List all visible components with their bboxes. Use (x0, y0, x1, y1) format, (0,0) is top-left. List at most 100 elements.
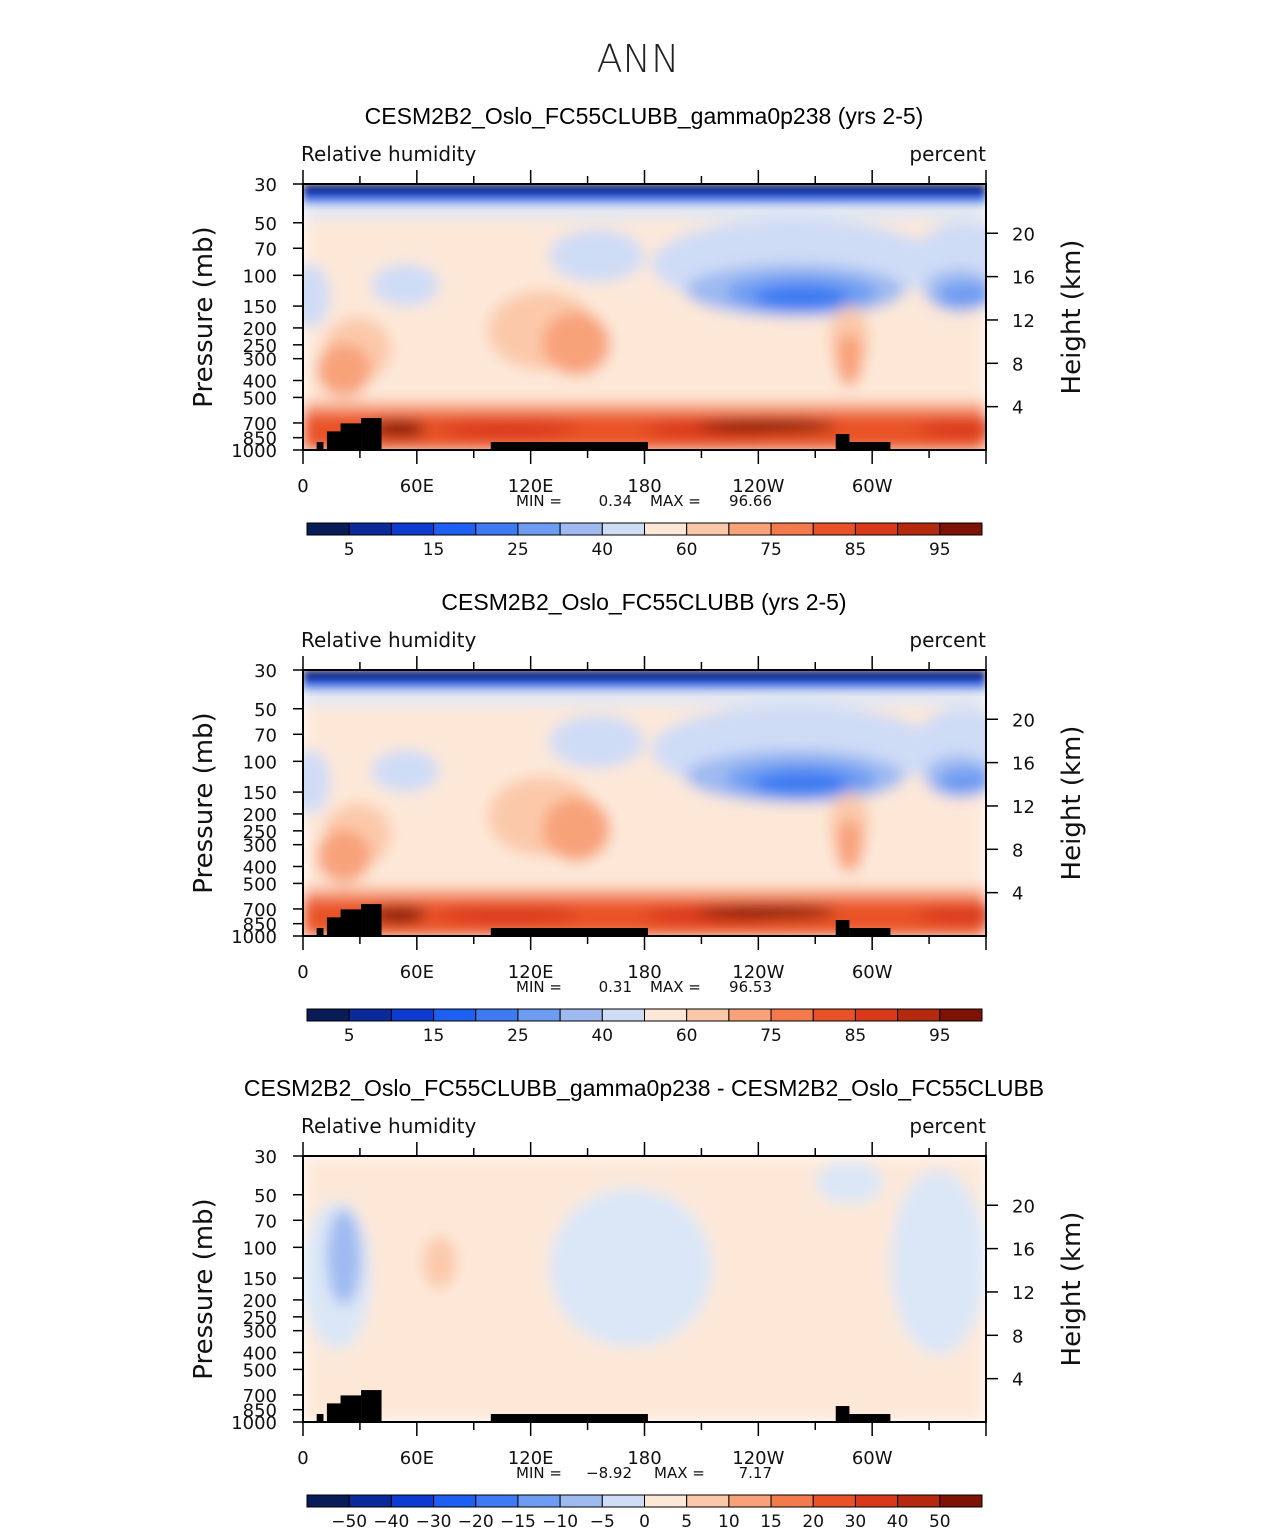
colorbar-label: 5 (344, 540, 355, 560)
pressure-tick-label: 50 (254, 1186, 277, 1207)
panel-3-max-label: MAX = (654, 1464, 705, 1482)
colorbar-box (390, 1494, 435, 1508)
pressure-tick-label: 250 (243, 1308, 277, 1329)
topography-block (340, 423, 362, 450)
colorbar-label: 40 (591, 1026, 613, 1046)
colorbar-label: 60 (676, 540, 698, 560)
pressure-tick-label: 70 (254, 239, 277, 260)
colorbar-box (517, 522, 561, 536)
colorbar-label: 5 (681, 1512, 692, 1531)
pressure-tick-label: 50 (254, 700, 277, 721)
pressure-tick-label: 100 (243, 1238, 277, 1259)
pressure-tick-label: 200 (243, 319, 277, 340)
colorbar-box (559, 522, 603, 536)
colorbar-box (686, 1494, 730, 1508)
pressure-tick-label: 100 (243, 266, 277, 287)
panel-2-variable-label: Relative humidity (301, 628, 476, 652)
panel-1-min-value: 0.34 (599, 492, 632, 510)
pressure-tick-label: 200 (243, 1291, 277, 1312)
colorbar-box (812, 1008, 856, 1022)
colorbar-label: 75 (760, 1026, 782, 1046)
pressure-tick-label: 500 (243, 1360, 277, 1381)
colorbar-box (728, 1008, 772, 1022)
height-tick-label: 8 (1012, 840, 1023, 861)
colorbar-box (559, 1008, 603, 1022)
colorbar-label: −10 (542, 1512, 578, 1531)
lon-tick-label: 60W (852, 1448, 893, 1469)
pressure-tick-label: 70 (254, 725, 277, 746)
colorbar-box (812, 522, 856, 536)
panel-2-max-label: MAX = (650, 978, 701, 996)
height-tick-label: 12 (1012, 311, 1035, 332)
colorbar-label: 5 (344, 1026, 355, 1046)
pressure-tick-label: 1000 (231, 927, 277, 948)
colorbar-label: 50 (929, 1512, 951, 1531)
panel-1-title: CESM2B2_Oslo_FC55CLUBB_gamma0p238 (yrs 2… (365, 103, 924, 129)
panel-2-plot-area (303, 670, 986, 936)
pressure-tick-label: 850 (243, 915, 277, 936)
pressure-tick-label: 700 (243, 900, 277, 921)
pressure-tick-label: 850 (243, 429, 277, 450)
lon-tick-label: 60E (400, 962, 434, 983)
colorbar-label: 15 (760, 1512, 782, 1531)
colorbar-box (517, 1008, 561, 1022)
height-axis-title: Height (km) (1057, 726, 1087, 881)
pressure-tick-label: 400 (243, 371, 277, 392)
colorbar-box (475, 1008, 519, 1022)
colorbar-box (517, 1494, 561, 1508)
pressure-tick-label: 700 (243, 414, 277, 435)
lon-tick-label: 60W (852, 476, 893, 497)
colorbar-box (306, 1494, 350, 1508)
lon-tick-label: 180 (627, 1448, 661, 1469)
colorbar-box (770, 1494, 814, 1508)
pressure-axis-title: Pressure (mb) (189, 1198, 219, 1379)
colorbar-label: −30 (416, 1512, 452, 1531)
colorbar-label: 75 (760, 540, 782, 560)
colorbar-box (854, 1008, 899, 1022)
height-tick-label: 12 (1012, 1283, 1035, 1304)
panel-1: CESM2B2_Oslo_FC55CLUBB_gamma0p238 (yrs 2… (189, 103, 1087, 560)
height-axis-title: Height (km) (1057, 240, 1087, 395)
colorbar-box (770, 522, 814, 536)
colorbar-label: 95 (929, 1026, 951, 1046)
pressure-tick-label: 1000 (231, 441, 277, 462)
panel-1-variable-label: Relative humidity (301, 142, 476, 166)
lon-tick-label: 60E (400, 476, 434, 497)
topography-block (849, 442, 891, 450)
colorbar-label: 10 (718, 1512, 740, 1531)
colorbar-box (854, 522, 899, 536)
lon-tick-label: 0 (297, 962, 308, 983)
pressure-tick-label: 300 (243, 1322, 277, 1343)
pressure-tick-label: 300 (243, 836, 277, 857)
height-tick-label: 20 (1012, 710, 1035, 731)
colorbar-box (939, 1008, 983, 1022)
topography-block (849, 928, 891, 936)
panel-3-units-label: percent (909, 1114, 986, 1138)
pressure-tick-label: 250 (243, 336, 277, 357)
topography-block (490, 1414, 648, 1422)
colorbar-box (897, 1008, 941, 1022)
colorbar-label: −40 (373, 1512, 409, 1531)
colorbar-label: −50 (331, 1512, 367, 1531)
colorbar-label: 95 (929, 540, 951, 560)
panel-3-max-value: 7.17 (739, 1464, 772, 1482)
colorbar-label: 0 (639, 1512, 650, 1531)
colorbar-label: 30 (845, 1512, 867, 1531)
topography-block (849, 1414, 891, 1422)
lon-tick-label: 0 (297, 476, 308, 497)
topography-block (835, 920, 850, 936)
panel-1-plot-area (303, 184, 986, 450)
topography-block (490, 928, 648, 936)
colorbar-box (644, 522, 688, 536)
height-tick-label: 16 (1012, 1240, 1035, 1261)
panel-2: CESM2B2_Oslo_FC55CLUBB (yrs 2-5) Relativ… (189, 589, 1087, 1046)
topography-block (835, 1406, 850, 1422)
panel-1-min-label: MIN = (516, 492, 562, 510)
topography-block (340, 909, 362, 936)
colorbar-box (897, 1494, 941, 1508)
pressure-tick-label: 500 (243, 388, 277, 409)
panel-2-min-label: MIN = (516, 978, 562, 996)
colorbar-label: 20 (802, 1512, 824, 1531)
height-tick-label: 8 (1012, 1326, 1023, 1347)
